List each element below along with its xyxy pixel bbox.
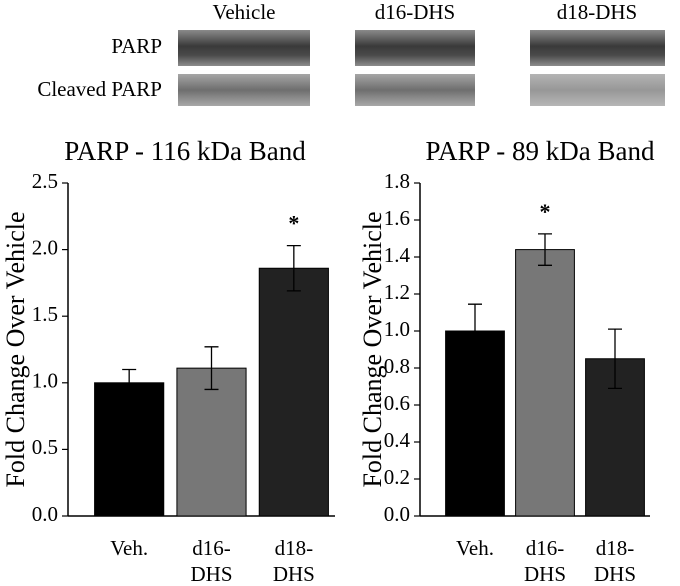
blot-band (355, 30, 475, 66)
lane-label: Vehicle (213, 0, 276, 24)
y-axis-label: Fold Change Over Vehicle (358, 211, 387, 487)
blot-images (178, 30, 665, 106)
blot-band (530, 74, 665, 106)
x-tick-label: d16- DHS (523, 536, 566, 586)
x-tick-label: Veh. (456, 536, 494, 560)
y-tick-label: 0.8 (384, 354, 410, 378)
row-label: PARP (111, 34, 162, 58)
y-tick-label: 1.0 (384, 317, 410, 341)
y-tick-label: 1.6 (384, 206, 410, 230)
y-tick-label: 0.4 (384, 428, 411, 452)
y-tick-label: 1.5 (32, 302, 58, 326)
error-bar (204, 346, 219, 391)
y-tick-label: 2.0 (32, 235, 58, 259)
x-tick-label: Veh. (110, 536, 149, 560)
blot-band (178, 30, 310, 66)
y-tick-label: 1.2 (384, 280, 410, 304)
blot-band (178, 74, 310, 106)
y-tick-label: 1.4 (384, 243, 411, 267)
significance-marker: * (540, 199, 551, 224)
chart-title: PARP - 116 kDa Band (64, 136, 306, 166)
chart-title: PARP - 89 kDa Band (425, 136, 655, 166)
error-bar (122, 368, 137, 397)
significance-marker: * (288, 211, 299, 236)
bar (176, 367, 247, 517)
lane-label: d16-DHS (375, 0, 456, 24)
x-tick-label: d18- DHS (593, 536, 636, 586)
y-tick-label: 1.0 (32, 369, 58, 393)
x-tick-label: d18- DHS (272, 536, 315, 586)
error-bar (538, 233, 552, 266)
error-bar (468, 303, 482, 359)
error-bar (608, 328, 622, 389)
y-tick-label: 1.8 (384, 169, 410, 193)
y-tick-label: 0.0 (384, 502, 410, 526)
bar (258, 267, 329, 517)
y-tick-label: 0.6 (384, 391, 410, 415)
row-label: Cleaved PARP (37, 77, 162, 101)
y-tick-label: 0.5 (32, 435, 58, 459)
bar (94, 382, 165, 517)
y-tick-label: 0.2 (384, 465, 410, 489)
error-bar (286, 244, 301, 292)
bar (445, 330, 505, 517)
lane-label: d18-DHS (557, 0, 638, 24)
blot-band (530, 30, 665, 66)
x-tick-label: d16- DHS (190, 536, 233, 586)
y-axis-label: Fold Change Over Vehicle (1, 211, 30, 487)
blot-band (355, 74, 475, 106)
bar (515, 249, 575, 517)
y-tick-label: 0.0 (32, 502, 58, 526)
y-tick-label: 2.5 (32, 169, 58, 193)
